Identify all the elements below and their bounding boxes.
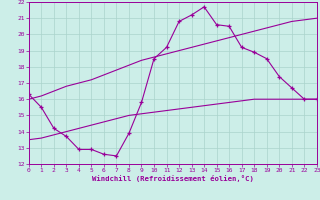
X-axis label: Windchill (Refroidissement éolien,°C): Windchill (Refroidissement éolien,°C)	[92, 175, 254, 182]
